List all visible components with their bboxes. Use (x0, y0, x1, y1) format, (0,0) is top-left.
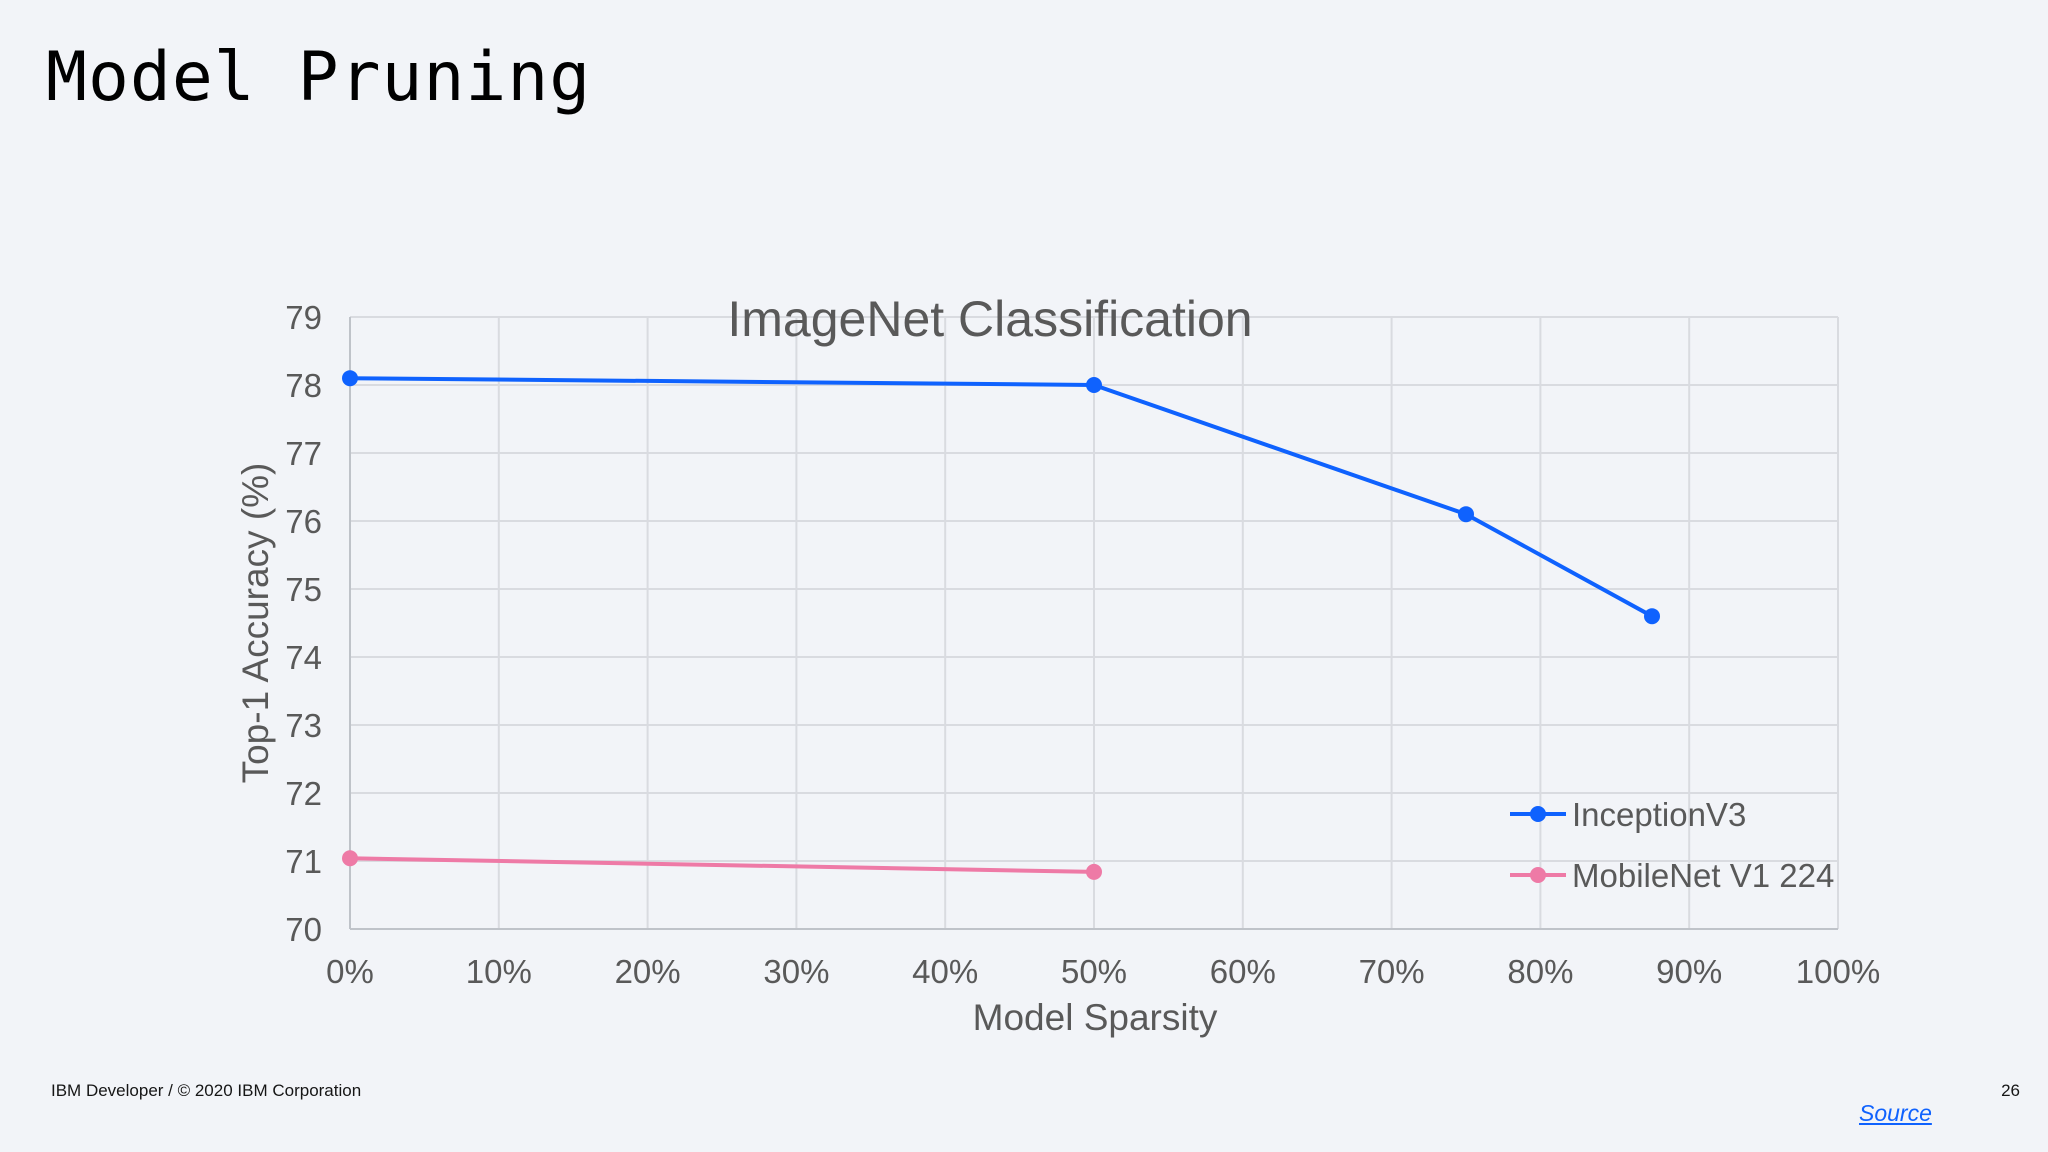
x-tick-label: 90% (1656, 953, 1722, 990)
page-number: 26 (2001, 1081, 2020, 1100)
x-tick-label: 70% (1359, 953, 1425, 990)
data-point-mobilenet-v1-224 (1086, 863, 1102, 880)
legend-marker-mobilenet-v1-224 (1530, 867, 1546, 883)
x-tick-label: 80% (1507, 953, 1573, 990)
x-tick-labels: 0% 10% 20% 30% 40% 50% 60% 70% 80% 90% 100% (326, 953, 1880, 990)
x-tick-label: 60% (1210, 953, 1276, 990)
y-tick-label: 71 (285, 843, 322, 880)
series-line-mobilenet-v1-224 (349, 856, 1095, 874)
legend-label-inceptionv3: InceptionV3 (1572, 796, 1746, 833)
grid-layer (349, 316, 1839, 930)
x-tick-label: 100% (1796, 953, 1880, 990)
y-tick-label: 74 (285, 639, 322, 676)
y-tick-label: 70 (285, 911, 322, 948)
data-point-inceptionv3 (1086, 377, 1102, 393)
y-tick-labels: 70 71 72 73 74 75 76 77 78 79 (285, 299, 322, 948)
y-tick-label: 79 (285, 299, 322, 336)
series-line-inceptionv3 (349, 376, 1653, 618)
chart-title: ImageNet Classification (727, 291, 1252, 347)
x-tick-label: 10% (466, 953, 532, 990)
data-point-inceptionv3 (1458, 506, 1474, 523)
legend-label-mobilenet-v1-224: MobileNet V1 224 (1572, 857, 1834, 894)
x-tick-label: 0% (326, 953, 374, 990)
y-tick-label: 77 (285, 435, 322, 472)
y-tick-label: 78 (285, 367, 322, 404)
x-tick-label: 40% (912, 953, 978, 990)
x-tick-label: 50% (1061, 953, 1127, 990)
y-tick-label: 72 (285, 775, 322, 812)
data-point-mobilenet-v1-224 (342, 850, 358, 867)
x-tick-label: 30% (763, 953, 829, 990)
y-tick-label: 76 (285, 503, 322, 540)
legend-marker-inceptionv3 (1530, 806, 1546, 822)
data-point-inceptionv3 (342, 370, 358, 387)
footer-copyright: IBM Developer / © 2020 IBM Corporation (51, 1081, 362, 1100)
x-axis-label: Model Sparsity (973, 997, 1218, 1038)
slide-title: Model Pruning (46, 38, 592, 117)
data-point-inceptionv3 (1644, 608, 1660, 625)
x-tick-label: 20% (615, 953, 681, 990)
y-axis-label: Top-1 Accuracy (%) (235, 463, 276, 784)
y-tick-label: 75 (285, 571, 322, 608)
source-link[interactable]: Source (1859, 1100, 1932, 1126)
y-tick-label: 73 (285, 707, 322, 744)
series-layer (342, 370, 1660, 880)
legend: InceptionV3 MobileNet V1 224 (1510, 796, 1834, 894)
